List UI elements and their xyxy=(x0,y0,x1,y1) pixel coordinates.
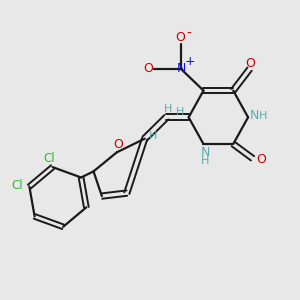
Text: N: N xyxy=(200,146,210,159)
Text: O: O xyxy=(245,57,255,70)
Text: O: O xyxy=(143,62,153,75)
Text: N: N xyxy=(250,109,259,122)
Text: Cl: Cl xyxy=(11,178,23,192)
Text: H: H xyxy=(164,104,172,114)
Text: H: H xyxy=(149,131,157,141)
Text: +: + xyxy=(185,55,195,68)
Text: -: - xyxy=(187,27,192,41)
Text: O: O xyxy=(113,138,123,152)
Text: Cl: Cl xyxy=(43,152,55,165)
Text: O: O xyxy=(176,32,186,44)
Text: O: O xyxy=(256,153,266,166)
Text: H: H xyxy=(176,107,184,117)
Text: N: N xyxy=(177,62,187,75)
Text: H: H xyxy=(201,156,209,166)
Text: H: H xyxy=(260,111,268,121)
